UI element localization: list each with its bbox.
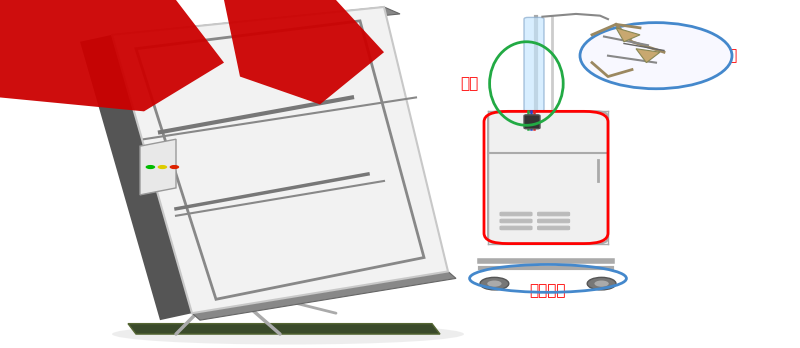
Circle shape: [487, 280, 502, 287]
Polygon shape: [224, 0, 384, 104]
Polygon shape: [192, 271, 456, 320]
Polygon shape: [636, 49, 660, 63]
Ellipse shape: [112, 324, 464, 345]
Polygon shape: [616, 28, 640, 42]
Circle shape: [170, 165, 179, 169]
Polygon shape: [128, 324, 440, 334]
FancyBboxPatch shape: [524, 17, 544, 111]
Polygon shape: [80, 35, 192, 320]
Polygon shape: [112, 7, 448, 313]
Text: 升降: 升降: [460, 76, 478, 91]
FancyBboxPatch shape: [500, 212, 532, 216]
FancyBboxPatch shape: [500, 226, 532, 230]
Text: 光源: 光源: [719, 48, 737, 63]
FancyBboxPatch shape: [500, 219, 532, 223]
Circle shape: [158, 165, 167, 169]
Polygon shape: [112, 7, 400, 42]
Circle shape: [146, 165, 155, 169]
FancyBboxPatch shape: [524, 115, 540, 129]
FancyBboxPatch shape: [538, 212, 570, 216]
Ellipse shape: [580, 23, 732, 89]
Polygon shape: [0, 0, 224, 111]
Text: 移动底座: 移动底座: [530, 283, 566, 298]
Polygon shape: [140, 139, 176, 195]
FancyBboxPatch shape: [538, 226, 570, 230]
FancyBboxPatch shape: [538, 219, 570, 223]
Circle shape: [587, 277, 616, 290]
Circle shape: [594, 280, 609, 287]
Text: 机柜: 机柜: [534, 172, 554, 190]
Circle shape: [480, 277, 509, 290]
FancyBboxPatch shape: [488, 111, 608, 244]
